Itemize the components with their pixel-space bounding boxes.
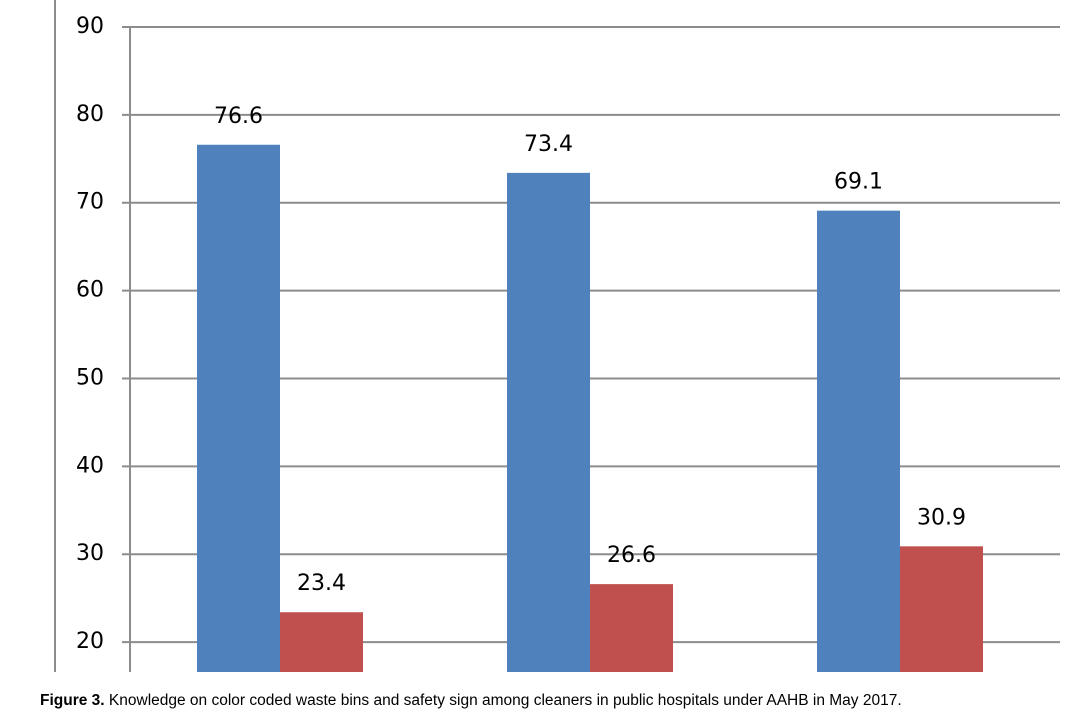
y-tick-label: 70 — [76, 190, 104, 215]
bar — [900, 546, 983, 672]
bar — [507, 172, 590, 672]
data-label: 73.4 — [524, 132, 573, 157]
data-label: 26.6 — [607, 543, 656, 568]
y-tick-label: 20 — [76, 629, 104, 654]
y-tick-label: 60 — [76, 278, 104, 303]
data-label: 23.4 — [297, 571, 346, 596]
data-label: 69.1 — [834, 170, 883, 195]
bar — [817, 210, 900, 673]
caption-label: Figure 3. — [40, 692, 105, 709]
bar — [280, 612, 363, 672]
bar — [590, 584, 673, 672]
y-tick-label: 30 — [76, 541, 104, 566]
caption-text: Knowledge on color coded waste bins and … — [109, 692, 902, 709]
y-tick-label: 40 — [76, 453, 104, 478]
data-label: 30.9 — [917, 505, 966, 530]
y-tick-label: 80 — [76, 102, 104, 127]
data-label: 76.6 — [214, 104, 263, 129]
bar — [197, 144, 280, 672]
y-tick-label: 90 — [76, 14, 104, 39]
y-tick-label: 50 — [76, 365, 104, 390]
caption: Figure 3. Knowledge on color coded waste… — [40, 692, 902, 709]
